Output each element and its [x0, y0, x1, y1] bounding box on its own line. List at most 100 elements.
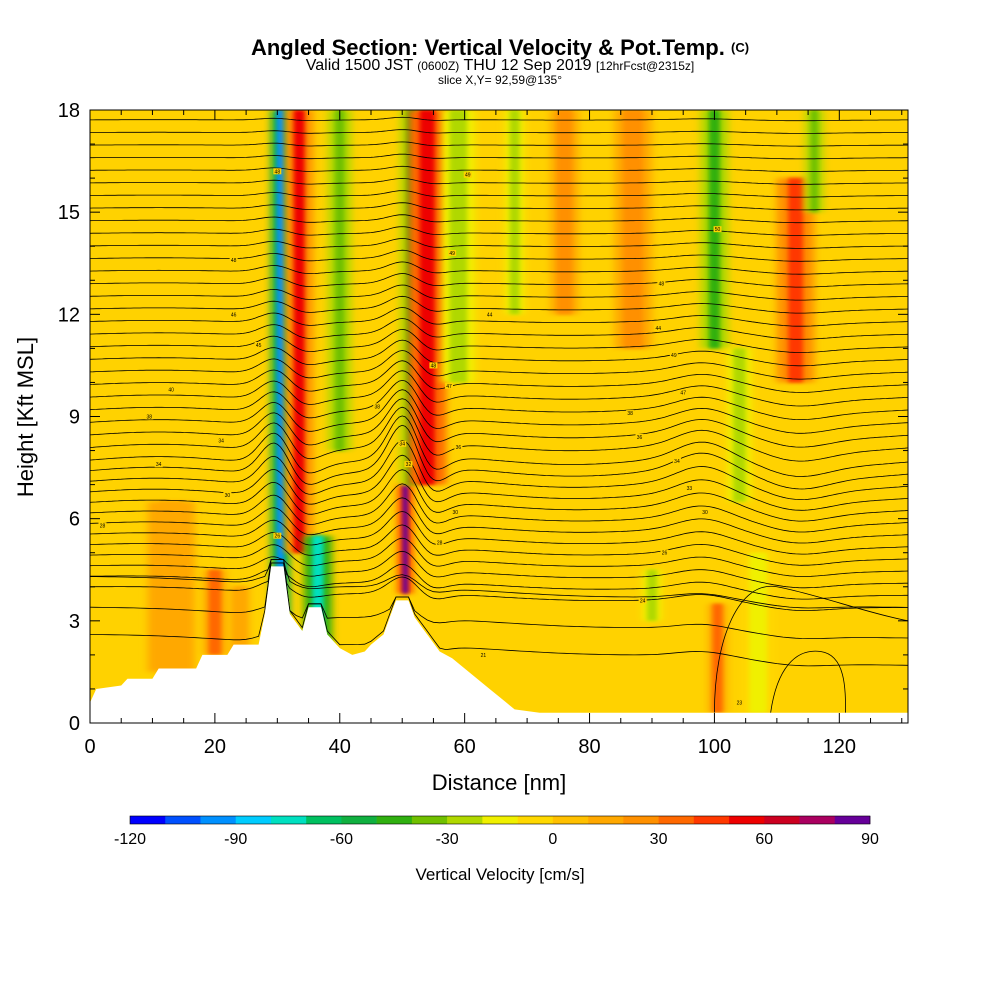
isentrope-label-14: 47	[680, 391, 686, 397]
isentrope-line-16	[90, 379, 908, 420]
isentrope-label-22: 34	[156, 462, 162, 468]
isentrope-line-7	[90, 483, 908, 533]
velocity-core-6	[419, 110, 435, 485]
isentrope-dome-outer	[714, 585, 908, 713]
isentrope-label-bg-23	[404, 461, 413, 468]
colorbar-swatch-15	[658, 816, 695, 824]
isentrope-label-20: 36	[456, 445, 462, 451]
isentrope-line-21	[90, 328, 908, 353]
isentrope-line-27	[90, 261, 908, 275]
y-tick-label-18: 18	[58, 100, 80, 122]
isentrope-label-bg-9	[254, 341, 263, 348]
colorbar-swatch-20	[834, 816, 871, 824]
isentrope-label-30: 26	[275, 534, 281, 540]
y-tick-label-9: 9	[69, 407, 80, 429]
isentrope-line-8	[90, 469, 908, 522]
x-axis-title: Distance [nm]	[432, 770, 567, 795]
velocity-core-20	[158, 501, 184, 672]
colorbar-tick-label-7: 90	[861, 831, 879, 848]
velocity-core-9	[557, 110, 573, 315]
x-tick-label-100: 100	[698, 736, 731, 758]
vertical-velocity-field	[147, 110, 824, 713]
isentrope-label-16: 38	[374, 404, 380, 410]
isentrope-line-13	[90, 406, 908, 462]
isentrope-label-bg-12	[445, 382, 454, 389]
velocity-core-17	[810, 110, 819, 213]
isentrope-label-27: 28	[100, 523, 106, 529]
velocity-core-19	[234, 586, 245, 655]
isentrope-label-bg-34	[479, 651, 488, 658]
isentrope-label-bg-20	[454, 444, 463, 451]
y-tick-label-15: 15	[58, 202, 80, 224]
isentrope-line-29	[90, 238, 908, 249]
isentrope-label-7: 44	[487, 312, 493, 318]
isentrope-line-19	[90, 350, 908, 380]
isentrope-line-33	[90, 190, 908, 198]
isentrope-line-2	[90, 550, 908, 589]
chart-title-block: Angled Section: Vertical Velocity & Pot.…	[0, 35, 1000, 87]
isentrope-label-bg-3	[229, 256, 238, 263]
isentrope-label-bg-35	[735, 699, 744, 706]
chart-title: Angled Section: Vertical Velocity & Pot.…	[250, 35, 750, 60]
colorbar-swatch-8	[411, 816, 448, 824]
isentrope-label-bg-30	[273, 532, 282, 539]
colorbar-swatch-18	[764, 816, 800, 824]
colorbar: -120 -90 -60 -30 0 30 60 90	[114, 815, 879, 848]
x-axis: 0 20 40 60 80 100 120	[84, 110, 903, 758]
isentrope-label-bg-29	[701, 508, 710, 515]
velocity-core-1	[293, 110, 305, 553]
isentrope-line-41	[90, 93, 908, 96]
isentrope-label-bg-26	[685, 485, 694, 492]
isentrope-label-34: 21	[481, 653, 487, 659]
isentrope-label-18: 34	[218, 438, 224, 444]
isentrope-label-9: 45	[256, 343, 262, 349]
velocity-core-11	[646, 569, 657, 621]
isentrope-line-28	[90, 249, 908, 262]
terrain-mask	[90, 566, 908, 723]
isentrope-label-bg-6	[229, 311, 238, 318]
isentrope-label-10: 49	[671, 353, 677, 359]
colorbar-swatch-19	[799, 816, 836, 824]
isentrope-label-bg-28	[451, 508, 460, 515]
isentrope-label-31: 28	[437, 541, 443, 547]
isentrope-label-6: 46	[231, 312, 237, 318]
y-tick-label-12: 12	[58, 304, 80, 326]
colorbar-tick-label-0: -120	[114, 831, 146, 848]
colorbar-tick-label-3: -30	[436, 831, 459, 848]
colorbar-swatch-0	[130, 816, 166, 824]
isentrope-line-22	[90, 318, 908, 340]
isentrope-label-0: 48	[275, 169, 281, 175]
isentrope-label-19: 34	[399, 442, 405, 448]
colorbar-swatch-17	[729, 816, 765, 824]
isentrope-label-23: 32	[406, 462, 412, 468]
colorbar-tick-label-6: 60	[755, 831, 773, 848]
colorbar-swatch-7	[376, 816, 413, 824]
velocity-core-3	[335, 110, 345, 451]
colorbar-swatch-1	[165, 816, 201, 824]
isentrope-label-15: 38	[147, 415, 153, 421]
isentrope-line-17	[90, 370, 908, 407]
isentrope-label-32: 26	[662, 551, 668, 557]
isentrope-label-2: 50	[715, 227, 721, 233]
colorbar-swatch-4	[270, 816, 307, 824]
isentrope-line-25	[90, 284, 908, 301]
isentrope-label-bg-21	[635, 433, 644, 440]
isentrope-line-11	[90, 424, 908, 490]
isentrope-low-line-0	[90, 562, 908, 667]
isentrope-line-39	[90, 116, 908, 122]
isentrope-line-40	[90, 105, 908, 108]
colorbar-swatch-14	[623, 816, 659, 824]
isentrope-line-15	[90, 389, 908, 434]
isentrope-label-bg-31	[435, 539, 444, 546]
colorbar-tick-label-1: -90	[224, 831, 247, 848]
isentrope-label-bg-27	[98, 522, 107, 529]
x-tick-label-40: 40	[329, 736, 351, 758]
isentrope-label-bg-16	[373, 403, 382, 410]
isentrope-labels: 48 49 50 48 49 48 46 44 44 45 49 48 47 40 47 38 38 38 34 34…	[98, 168, 744, 707]
isentrope-label-24: 34	[674, 459, 680, 465]
isentrope-label-21: 36	[637, 435, 643, 441]
isentrope-label-bg-8	[654, 324, 663, 331]
isentrope-label-bg-18	[217, 437, 226, 444]
